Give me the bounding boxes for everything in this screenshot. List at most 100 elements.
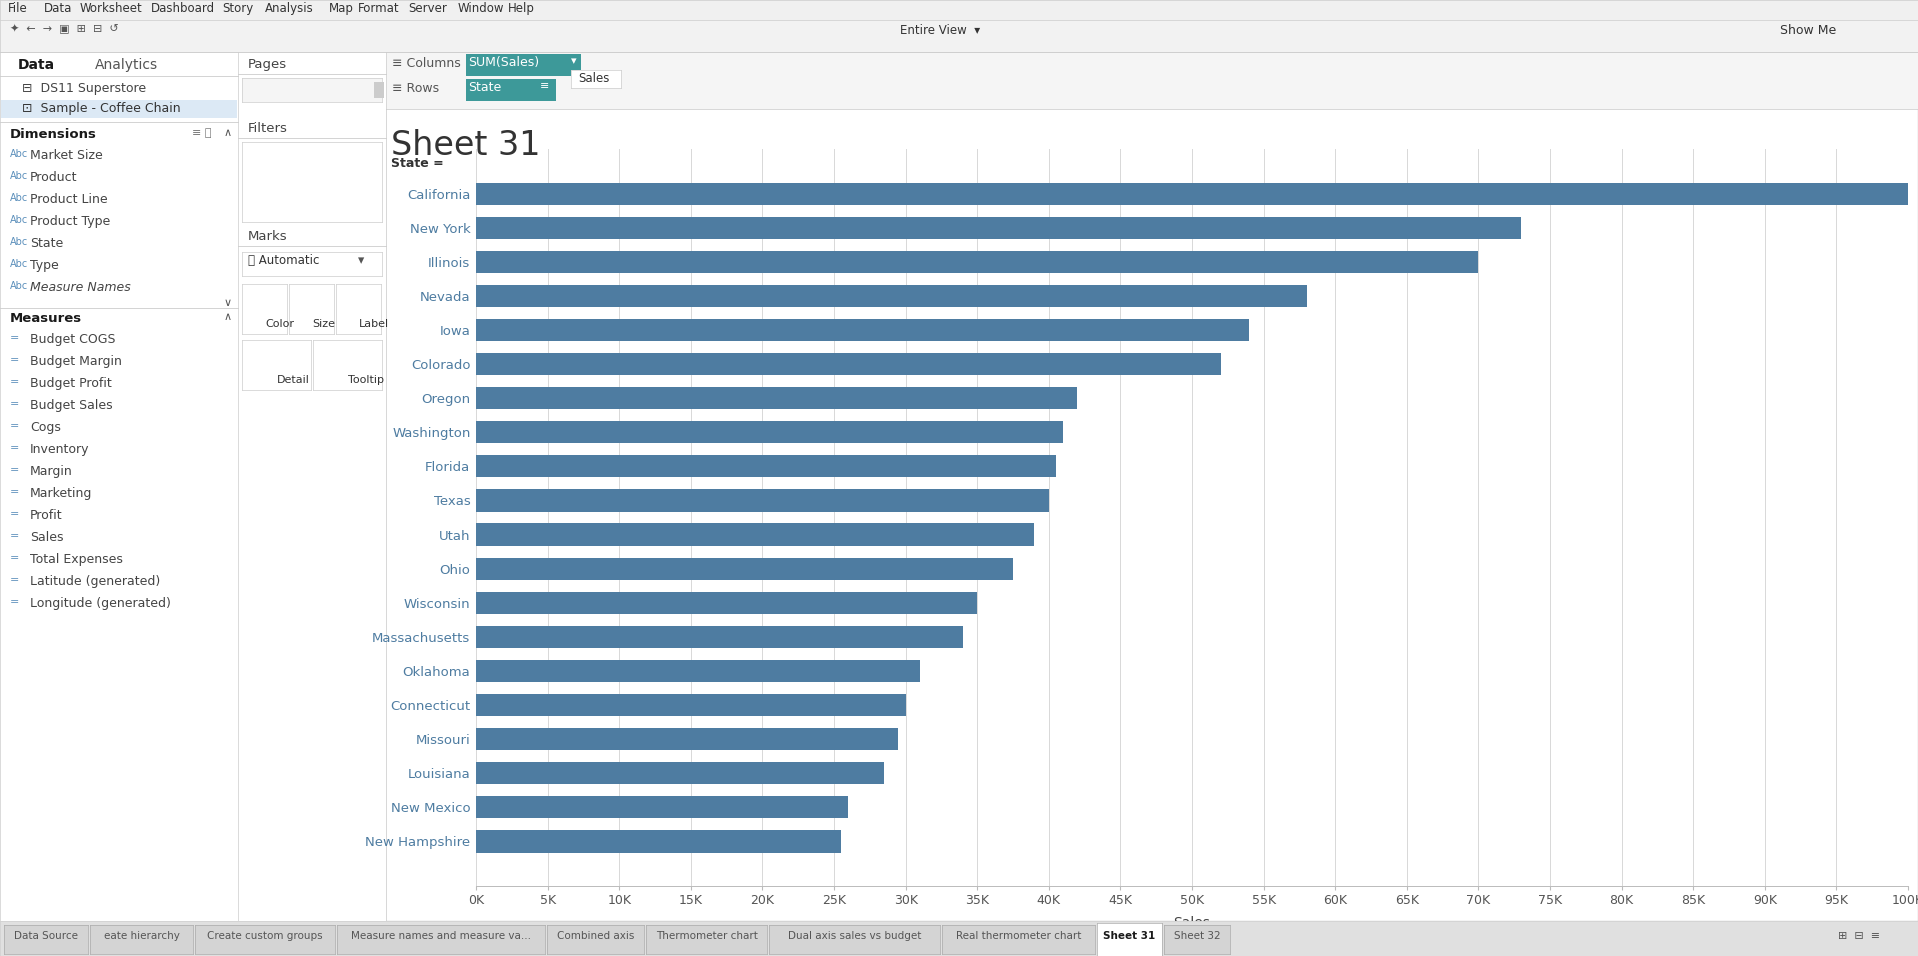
Text: =: = xyxy=(10,487,19,497)
Text: Cogs: Cogs xyxy=(31,421,61,434)
Text: Margin: Margin xyxy=(31,465,73,478)
Text: Marketing: Marketing xyxy=(31,487,92,500)
Text: Abc: Abc xyxy=(10,237,29,247)
Text: Abc: Abc xyxy=(10,171,29,181)
Bar xyxy=(476,762,884,784)
Text: ⊟  DS11 Superstore: ⊟ DS11 Superstore xyxy=(21,82,146,95)
Text: Dashboard: Dashboard xyxy=(152,2,215,15)
X-axis label: Sales: Sales xyxy=(1174,916,1210,929)
Text: Sales: Sales xyxy=(31,531,63,544)
Text: Dual axis sales vs budget: Dual axis sales vs budget xyxy=(788,931,921,941)
Text: ≡: ≡ xyxy=(541,81,549,91)
Text: =: = xyxy=(10,377,19,387)
Text: Measure names and measure va...: Measure names and measure va... xyxy=(351,931,531,941)
Text: State =: State = xyxy=(391,157,443,170)
Text: =: = xyxy=(10,355,19,365)
Text: =: = xyxy=(10,333,19,343)
Text: Abc: Abc xyxy=(10,193,29,203)
Text: eate hierarchy: eate hierarchy xyxy=(104,931,180,941)
Text: Product Line: Product Line xyxy=(31,193,107,206)
Text: Sheet 31: Sheet 31 xyxy=(1103,931,1155,941)
Text: Market Size: Market Size xyxy=(31,149,104,162)
Text: =: = xyxy=(10,399,19,409)
Text: Detail: Detail xyxy=(276,375,311,385)
Bar xyxy=(476,387,1078,409)
Text: Sheet 31: Sheet 31 xyxy=(391,129,541,162)
Bar xyxy=(476,831,842,853)
Text: Entire View  ▾: Entire View ▾ xyxy=(900,24,980,37)
Bar xyxy=(476,796,848,818)
Text: Product Type: Product Type xyxy=(31,215,109,228)
Bar xyxy=(476,353,1220,375)
Text: Show Me: Show Me xyxy=(1780,24,1836,37)
Text: Longitude (generated): Longitude (generated) xyxy=(31,597,171,610)
Text: Abc: Abc xyxy=(10,149,29,159)
Text: Product: Product xyxy=(31,171,77,184)
Text: Data: Data xyxy=(44,2,73,15)
Text: Measure Names: Measure Names xyxy=(31,281,130,294)
Text: Map: Map xyxy=(330,2,355,15)
Text: Data: Data xyxy=(17,58,56,72)
Text: Tooltip: Tooltip xyxy=(347,375,384,385)
Text: Abc: Abc xyxy=(10,215,29,225)
Text: Filters: Filters xyxy=(247,122,288,135)
Text: =: = xyxy=(10,465,19,475)
Text: Budget Sales: Budget Sales xyxy=(31,399,113,412)
Text: ≡ Columns: ≡ Columns xyxy=(391,57,460,70)
Text: ∧: ∧ xyxy=(224,128,232,138)
Bar xyxy=(476,557,1013,579)
Text: Inventory: Inventory xyxy=(31,443,90,456)
Text: Analysis: Analysis xyxy=(265,2,315,15)
Text: Type: Type xyxy=(31,259,59,272)
Text: Marks: Marks xyxy=(247,230,288,243)
Text: ▾: ▾ xyxy=(572,56,577,66)
Text: Latitude (generated): Latitude (generated) xyxy=(31,575,161,588)
Bar xyxy=(476,489,1049,511)
Bar xyxy=(476,250,1479,272)
Bar xyxy=(476,694,905,716)
Text: Label: Label xyxy=(359,319,389,329)
Bar xyxy=(476,183,1908,205)
Text: Server: Server xyxy=(409,2,447,15)
Bar xyxy=(476,592,976,614)
Bar xyxy=(476,728,898,750)
Bar xyxy=(476,626,963,648)
Text: =: = xyxy=(10,531,19,541)
Text: Data Source: Data Source xyxy=(13,931,79,941)
Text: Worksheet: Worksheet xyxy=(81,2,142,15)
Text: Budget COGS: Budget COGS xyxy=(31,333,115,346)
Text: =: = xyxy=(10,553,19,563)
Text: Size: Size xyxy=(313,319,336,329)
Text: ✦  ←  →  ▣  ⊞  ⊟  ↺: ✦ ← → ▣ ⊞ ⊟ ↺ xyxy=(10,24,119,34)
Text: =: = xyxy=(10,443,19,453)
Bar xyxy=(476,524,1034,546)
Text: ∧: ∧ xyxy=(224,312,232,322)
Text: Sales: Sales xyxy=(577,72,610,85)
Text: Budget Margin: Budget Margin xyxy=(31,355,123,368)
Text: Color: Color xyxy=(265,319,293,329)
Text: State: State xyxy=(31,237,63,250)
Text: Format: Format xyxy=(359,2,399,15)
Text: =: = xyxy=(10,597,19,607)
Text: Story: Story xyxy=(222,2,253,15)
Text: Abc: Abc xyxy=(10,281,29,291)
Text: =: = xyxy=(10,509,19,519)
Text: ⬛ Automatic: ⬛ Automatic xyxy=(247,254,320,267)
Text: Total Expenses: Total Expenses xyxy=(31,553,123,566)
Text: Sheet 32: Sheet 32 xyxy=(1174,931,1220,941)
Text: ≡ ⌕: ≡ ⌕ xyxy=(192,128,211,138)
Bar xyxy=(476,455,1057,477)
Text: Thermometer chart: Thermometer chart xyxy=(656,931,758,941)
Text: =: = xyxy=(10,575,19,585)
Text: ⊞  ⊟  ≡: ⊞ ⊟ ≡ xyxy=(1837,931,1880,941)
Text: Abc: Abc xyxy=(10,259,29,269)
Text: State: State xyxy=(468,81,501,94)
Bar xyxy=(476,422,1063,444)
Text: Combined axis: Combined axis xyxy=(556,931,635,941)
Text: Help: Help xyxy=(508,2,535,15)
Text: Analytics: Analytics xyxy=(96,58,157,72)
Text: Measures: Measures xyxy=(10,312,82,325)
Text: Pages: Pages xyxy=(247,58,288,71)
Text: ≡ Rows: ≡ Rows xyxy=(391,82,439,95)
Text: Real thermometer chart: Real thermometer chart xyxy=(955,931,1082,941)
